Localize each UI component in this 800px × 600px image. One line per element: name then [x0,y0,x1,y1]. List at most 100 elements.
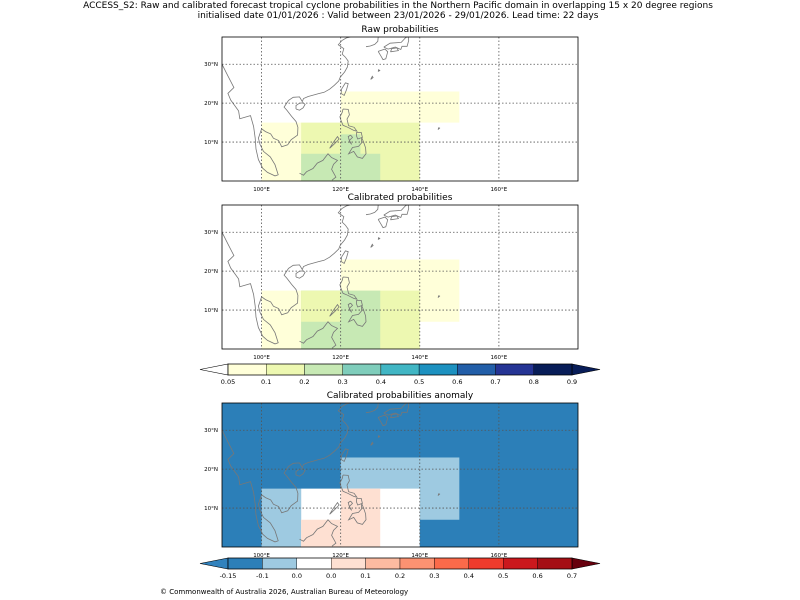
y-tick-label: 20°N [204,269,218,275]
colorbar-tick-label: 0.7 [567,572,577,580]
y-tick-label: 20°N [204,101,218,107]
y-tick-label: 10°N [204,308,218,314]
colorbar-segment [342,363,382,376]
colorbar-segment [365,557,401,570]
colorbar-tick-label: 0.1 [360,572,370,580]
colorbar-segment [434,557,469,570]
colorbar-tick-label: 0.6 [452,378,462,386]
colorbar-segment [533,363,573,376]
x-tick-label: 160°E [491,355,508,361]
colorbar-tick-label: 0.5 [414,378,424,386]
probability-colorbar: 0.05 0.1 0.2 0.3 0.4 0.5 0.6 0.7 0.8 0.9 [199,363,601,386]
colorbar-tick-label: 0.8 [529,378,539,386]
figure-title-line2: initialised date 01/01/2026 : Valid betw… [198,11,599,21]
colorbar-segment [495,363,534,376]
colorbar-segment [266,363,305,376]
coastline [329,135,340,149]
coastline [340,448,349,462]
colorbar-over-arrow [571,363,601,376]
map-frame [221,402,579,548]
anomaly-colorbar: -0.15 -0.1 0.0 0.0 0.1 0.2 0.3 0.4 0.5 0.6 0.7 [199,557,601,580]
colorbar-segment [418,363,458,376]
coastline [383,205,410,219]
x-tick-label: 120°E [332,187,349,193]
colorbar-tick-label: 0.5 [498,572,508,580]
colorbar-segment [468,557,504,570]
coastline [356,132,363,140]
coastline [222,403,351,543]
map-frame [221,204,579,350]
coastline [365,403,379,414]
colorbar-segment [399,557,435,570]
coastline [347,302,354,313]
coastline [222,37,351,177]
colorbar-tick-label: 0.3 [429,572,439,580]
coastline [339,474,358,498]
x-tick-label: 160°E [491,187,508,193]
colorbar-tick-label: 0.3 [337,378,347,386]
x-tick-label: 140°E [411,553,428,559]
colorbar-segment [380,363,420,376]
coastline [377,48,389,61]
coastline [370,75,374,80]
y-tick-label: 10°N [204,140,218,146]
colorbar-tick-label: 0.0 [326,572,336,580]
coastline [356,498,363,506]
coastline [347,305,367,327]
colorbar-segment [227,363,267,376]
coastline [295,270,306,279]
y-tick-label: 30°N [204,230,218,236]
colorbar-over-arrow [571,557,601,570]
map-frame [221,36,579,182]
map-panels: Raw probabilities 100°E 120°E 140°E 160°E 10°… [204,25,579,559]
colorbar-tick-label: -0.1 [256,572,269,580]
coastline [370,243,374,248]
coastline [383,37,410,51]
map-panel-3: Calibrated probabilities anomaly 100°E 120… [204,391,579,559]
coastline [339,108,358,132]
y-tick-label: 10°N [204,506,218,512]
coastline [347,503,367,525]
coastline [295,468,306,477]
colorbar-segment [296,557,332,570]
x-tick-label: 140°E [411,187,428,193]
coastline [347,500,354,511]
coastline [347,137,367,159]
colorbar-segment [331,557,366,570]
coastline [347,134,354,145]
colorbar-tick-label: 0.2 [299,378,309,386]
heatmap-cell [301,519,341,547]
x-tick-label: 120°E [332,553,349,559]
coastline [295,102,306,111]
coastline [365,205,379,216]
map-panel-2: Calibrated probabilities 100°E 120°E 140°E 1… [204,193,579,361]
heatmap-cell [301,290,341,322]
coastline [377,435,381,438]
coastline [437,127,441,130]
colorbar-tick-label: 0.1 [261,378,271,386]
colorbar-segment [262,557,297,570]
colorbar-tick-label: 0.4 [376,378,386,386]
colorbar-frame [227,557,573,570]
x-tick-label: 160°E [491,553,508,559]
colorbar-segment [304,363,343,376]
coastline [329,501,340,515]
colorbar-tick-label: 0.7 [490,378,500,386]
colorbar-segment [503,557,538,570]
copyright-footer: © Commonwealth of Australia 2026, Austra… [160,588,408,596]
x-tick-label: 120°E [332,355,349,361]
coastline [377,237,381,240]
colorbar-segment [227,557,263,570]
coastline [299,519,339,547]
coastline [365,37,379,48]
colorbar-tick-label: 0.6 [532,572,542,580]
heatmap-cell [340,488,381,547]
colorbar-tick-label: 0.9 [567,378,577,386]
coastline [339,276,358,300]
figure-title-line1: ACCESS_S2: Raw and calibrated forecast t… [83,1,713,11]
coastline [340,250,349,264]
coastline [437,295,441,298]
colorbar-tick-label: 0.05 [221,378,235,386]
panel-title: Calibrated probabilities [348,193,453,203]
